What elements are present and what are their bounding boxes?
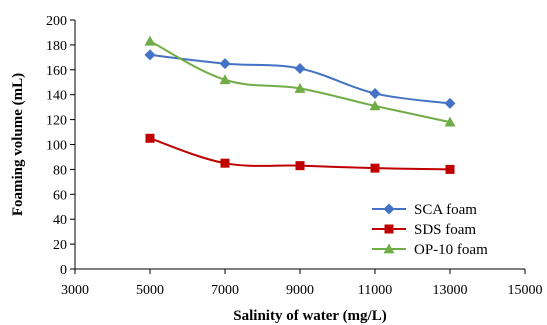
x-tick-label: 13000 (433, 283, 468, 298)
data-point (219, 58, 231, 70)
y-tick-label: 120 (46, 114, 67, 129)
x-tick-label: 11000 (358, 283, 392, 298)
y-tick-label: 20 (53, 238, 67, 253)
series-line (149, 40, 451, 124)
data-point (295, 161, 305, 171)
y-tick-label: 80 (53, 163, 67, 178)
y-tick-label: 140 (46, 89, 67, 104)
legend-marker (383, 243, 395, 254)
x-tick-label: 9000 (286, 283, 314, 298)
data-point (369, 100, 381, 111)
data-point (219, 74, 231, 85)
legend: SCA foam SDS foam OP-10 foam (372, 202, 488, 258)
y-tick-label: 0 (60, 263, 67, 278)
x-tick-label: 3000 (61, 283, 89, 298)
y-tick-label: 60 (53, 188, 67, 203)
legend-item: SCA foam (372, 202, 477, 218)
y-tick-label: 100 (46, 139, 67, 154)
legend-label: SCA foam (414, 202, 477, 218)
legend-marker (383, 203, 395, 215)
legend-label: SDS foam (414, 222, 476, 238)
x-axis-title: Salinity of water (mg/L) (233, 308, 386, 324)
data-point (444, 97, 456, 109)
legend-item: OP-10 foam (372, 242, 488, 258)
data-point (145, 133, 155, 143)
y-axis-title: Foaming volume (mL) (10, 73, 26, 216)
y-tick-label: 160 (46, 64, 67, 79)
data-point (294, 82, 306, 93)
data-point (144, 49, 156, 61)
data-point (144, 35, 156, 46)
data-point (294, 63, 306, 75)
legend-label: OP-10 foam (414, 242, 488, 258)
legend-item: SDS foam (372, 222, 476, 238)
data-point (370, 163, 380, 173)
series-line (149, 53, 451, 105)
series-2 (145, 133, 455, 174)
data-point (445, 164, 455, 174)
x-tick-label: 5000 (136, 283, 164, 298)
x-tick-label: 7000 (211, 283, 239, 298)
data-point (220, 158, 230, 168)
y-tick-label: 200 (46, 14, 67, 29)
y-tick-label: 40 (53, 213, 67, 228)
y-tick-label: 180 (46, 39, 67, 54)
series-3 (144, 35, 456, 127)
x-tick-label: 15000 (508, 283, 543, 298)
legend-marker (384, 224, 394, 234)
axes: 0 20 40 60 80 100 120 140 160 180 200 3000 5000 7000 9… (46, 14, 543, 298)
series-1 (144, 49, 456, 109)
series-group (144, 35, 456, 174)
data-point (369, 87, 381, 99)
data-point (444, 116, 456, 127)
